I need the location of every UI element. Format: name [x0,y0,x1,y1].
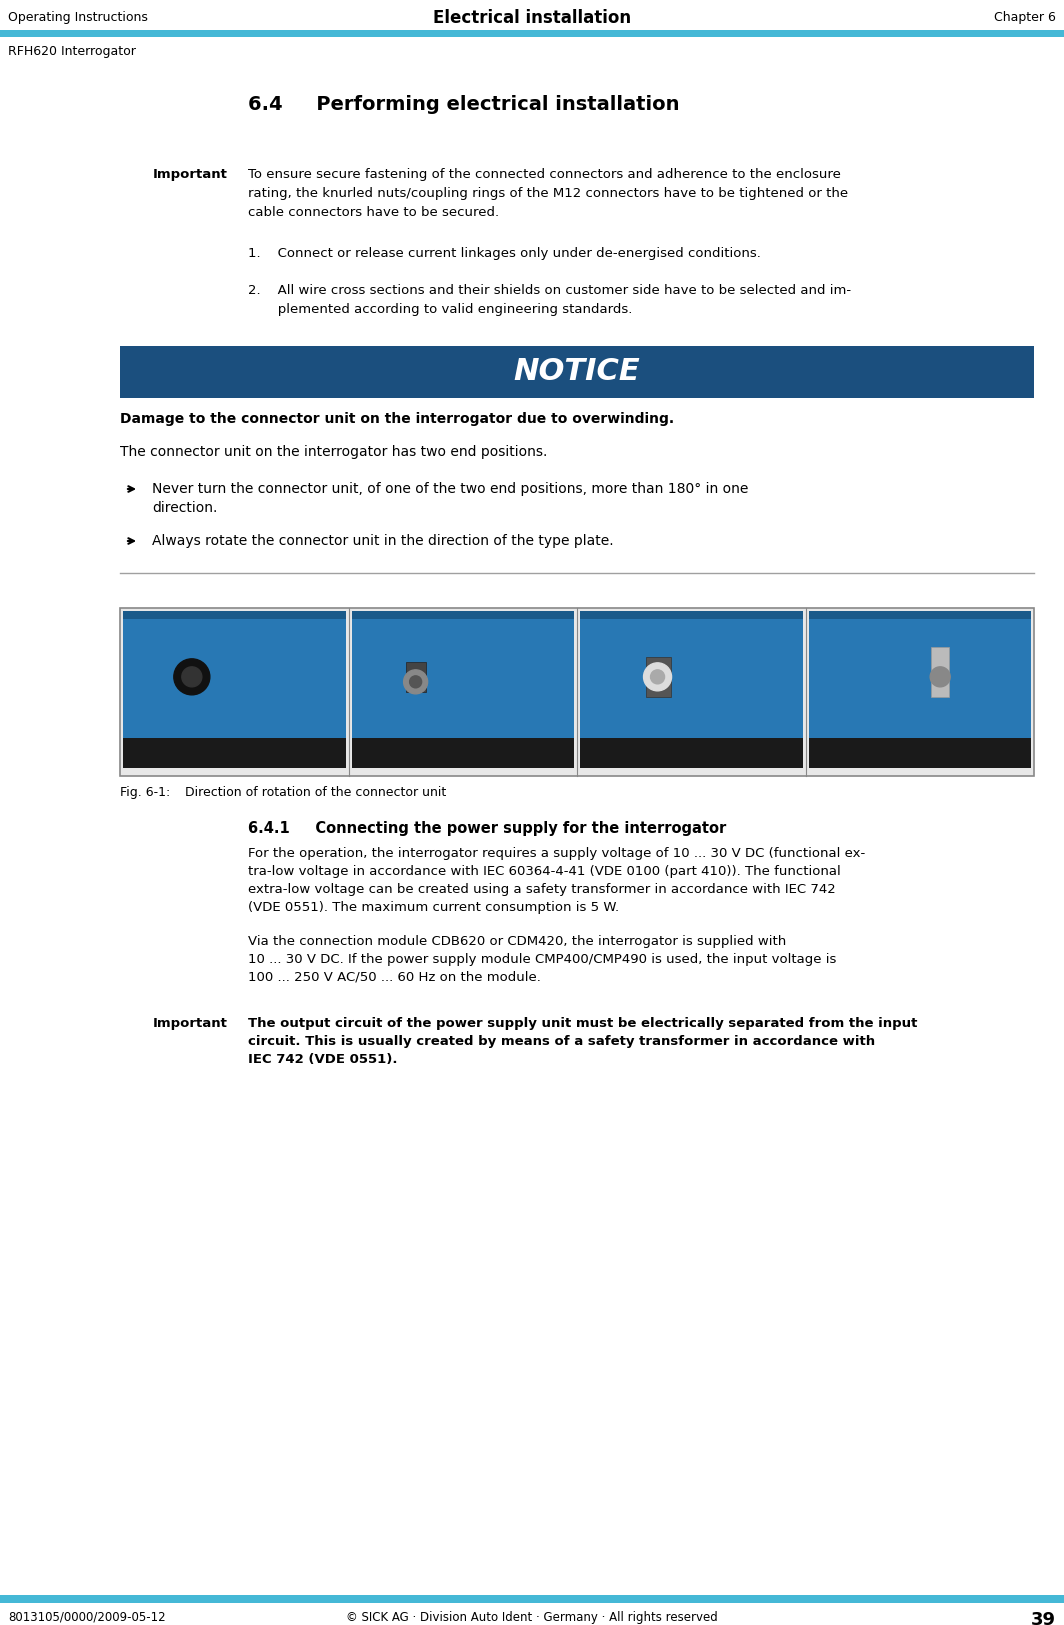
Text: 8013105/0000/2009-05-12: 8013105/0000/2009-05-12 [9,1610,166,1623]
Bar [123,611,346,738]
Bar [120,608,1034,777]
Text: (VDE 0551). The maximum current consumption is 5 W.: (VDE 0551). The maximum current consumpt… [248,900,619,913]
Bar [580,611,802,738]
Bar [931,647,949,697]
Text: IEC 742 (VDE 0551).: IEC 742 (VDE 0551). [248,1053,398,1066]
Circle shape [644,663,671,691]
Text: Always rotate the connector unit in the direction of the type plate.: Always rotate the connector unit in the … [152,535,614,548]
Text: Electrical installation: Electrical installation [433,10,631,28]
Text: Important: Important [153,1017,228,1030]
Bar [809,611,1031,619]
Bar [351,611,573,738]
Text: © SICK AG · Division Auto Ident · Germany · All rights reserved: © SICK AG · Division Auto Ident · German… [346,1610,718,1623]
Text: For the operation, the interrogator requires a supply voltage of 10 ... 30 V DC : For the operation, the interrogator requ… [248,847,865,860]
Text: To ensure secure fastening of the connected connectors and adherence to the encl: To ensure secure fastening of the connec… [248,167,841,180]
Bar [440,29,1064,37]
Circle shape [930,666,950,687]
Text: tra-low voltage in accordance with IEC 60364-4-41 (VDE 0100 (part 410)). The fun: tra-low voltage in accordance with IEC 6… [248,864,841,878]
Bar [405,661,426,692]
Bar [265,29,440,37]
Bar [123,611,346,619]
Text: Via the connection module CDB620 or CDM420, the interrogator is supplied with: Via the connection module CDB620 or CDM4… [248,934,786,947]
Text: direction.: direction. [152,500,217,515]
Text: 100 ... 250 V AC/50 ... 60 Hz on the module.: 100 ... 250 V AC/50 ... 60 Hz on the mod… [248,972,541,985]
Text: Important: Important [153,167,228,180]
Bar [0,1596,1064,1602]
Bar [809,611,1031,738]
Text: cable connectors have to be secured.: cable connectors have to be secured. [248,206,499,219]
Text: 6.4.1     Connecting the power supply for the interrogator: 6.4.1 Connecting the power supply for th… [248,821,727,835]
Text: 6.4     Performing electrical installation: 6.4 Performing electrical installation [248,94,680,114]
Text: Direction of rotation of the connector unit: Direction of rotation of the connector u… [185,786,446,800]
Text: Damage to the connector unit on the interrogator due to overwinding.: Damage to the connector unit on the inte… [120,413,675,426]
Text: Chapter 6: Chapter 6 [994,11,1055,24]
Bar [351,738,573,769]
Text: Fig. 6-1:: Fig. 6-1: [120,786,170,800]
Bar [580,611,802,619]
Text: The connector unit on the interrogator has two end positions.: The connector unit on the interrogator h… [120,445,547,458]
Circle shape [182,666,202,687]
Bar [120,346,1034,398]
Text: plemented according to valid engineering standards.: plemented according to valid engineering… [248,302,632,315]
Bar [580,738,802,769]
Text: Operating Instructions: Operating Instructions [9,11,148,24]
Bar [351,611,573,619]
Text: 39: 39 [1031,1610,1055,1625]
Circle shape [650,670,665,684]
Text: RFH620 Interrogator: RFH620 Interrogator [9,46,136,58]
Text: 10 ... 30 V DC. If the power supply module CMP400/CMP490 is used, the input volt: 10 ... 30 V DC. If the power supply modu… [248,952,836,965]
Circle shape [403,670,428,694]
Text: The output circuit of the power supply unit must be electrically separated from : The output circuit of the power supply u… [248,1017,917,1030]
Text: NOTICE: NOTICE [514,358,641,387]
Text: circuit. This is usually created by means of a safety transformer in accordance : circuit. This is usually created by mean… [248,1035,875,1048]
Text: rating, the knurled nuts/coupling rings of the M12 connectors have to be tighten: rating, the knurled nuts/coupling rings … [248,187,848,200]
Text: extra-low voltage can be created using a safety transformer in accordance with I: extra-low voltage can be created using a… [248,882,835,895]
Circle shape [173,658,210,696]
Text: 2.    All wire cross sections and their shields on customer side have to be sele: 2. All wire cross sections and their shi… [248,284,851,297]
Bar [646,656,670,697]
Text: Never turn the connector unit, of one of the two end positions, more than 180° i: Never turn the connector unit, of one of… [152,483,748,496]
Bar [809,738,1031,769]
Circle shape [410,676,421,687]
Bar [123,738,346,769]
Bar [0,29,265,37]
Text: 1.    Connect or release current linkages only under de-energised conditions.: 1. Connect or release current linkages o… [248,247,761,260]
